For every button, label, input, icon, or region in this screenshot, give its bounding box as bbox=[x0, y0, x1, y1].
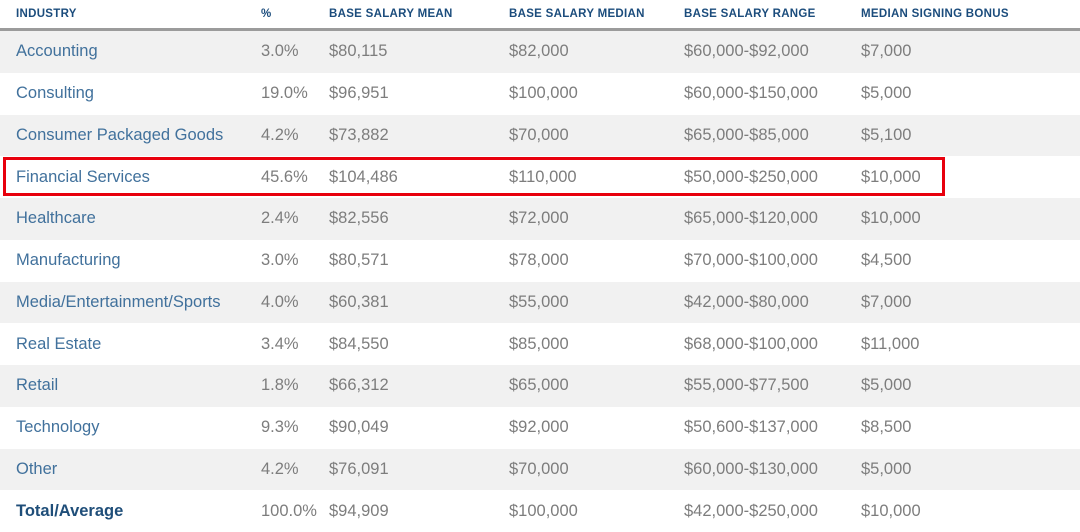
industry-cell[interactable]: Retail bbox=[16, 376, 59, 395]
median-signing-bonus-cell: $11,000 bbox=[861, 334, 920, 353]
median-signing-bonus-cell: $4,500 bbox=[861, 251, 912, 270]
percent-cell: 100.0% bbox=[261, 501, 317, 520]
table-row: Healthcare 2.4% $82,556 $72,000 $65,000-… bbox=[0, 198, 1080, 240]
base-salary-median-cell: $70,000 bbox=[509, 459, 569, 478]
base-salary-mean-cell: $73,882 bbox=[329, 125, 389, 144]
base-salary-mean-cell: $84,550 bbox=[329, 334, 389, 353]
base-salary-median-cell: $92,000 bbox=[509, 418, 569, 437]
column-header-percent: % bbox=[261, 8, 272, 20]
industry-cell[interactable]: Healthcare bbox=[16, 209, 96, 228]
column-header-industry: INDUSTRY bbox=[16, 8, 77, 20]
percent-cell: 9.3% bbox=[261, 418, 299, 437]
base-salary-range-cell: $70,000-$100,000 bbox=[684, 251, 818, 270]
base-salary-range-cell: $50,000-$250,000 bbox=[684, 167, 818, 186]
table-row: Retail 1.8% $66,312 $65,000 $55,000-$77,… bbox=[0, 365, 1080, 407]
median-signing-bonus-cell: $5,000 bbox=[861, 84, 912, 103]
table-row: Real Estate 3.4% $84,550 $85,000 $68,000… bbox=[0, 323, 1080, 365]
percent-cell: 4.0% bbox=[261, 292, 299, 311]
table-row: Consumer Packaged Goods 4.2% $73,882 $70… bbox=[0, 114, 1080, 157]
column-header-base-salary-range: BASE SALARY RANGE bbox=[684, 8, 816, 20]
median-signing-bonus-cell: $5,000 bbox=[861, 376, 912, 395]
base-salary-median-cell: $78,000 bbox=[509, 251, 569, 270]
base-salary-mean-cell: $104,486 bbox=[329, 167, 398, 186]
median-signing-bonus-cell: $7,000 bbox=[861, 42, 912, 61]
base-salary-range-cell: $60,000-$150,000 bbox=[684, 84, 818, 103]
table-row: Total/Average 100.0% $94,909 $100,000 $4… bbox=[0, 490, 1080, 532]
industry-cell[interactable]: Financial Services bbox=[16, 167, 150, 186]
base-salary-median-cell: $55,000 bbox=[509, 292, 569, 311]
median-signing-bonus-cell: $10,000 bbox=[861, 501, 921, 520]
median-signing-bonus-cell: $5,100 bbox=[861, 125, 912, 144]
base-salary-median-cell: $82,000 bbox=[509, 42, 569, 61]
base-salary-mean-cell: $82,556 bbox=[329, 209, 389, 228]
base-salary-mean-cell: $80,571 bbox=[329, 251, 389, 270]
base-salary-mean-cell: $66,312 bbox=[329, 376, 389, 395]
base-salary-range-cell: $50,600-$137,000 bbox=[684, 418, 818, 437]
percent-cell: 19.0% bbox=[261, 84, 308, 103]
base-salary-range-cell: $55,000-$77,500 bbox=[684, 376, 809, 395]
base-salary-mean-cell: $60,381 bbox=[329, 292, 389, 311]
industry-cell[interactable]: Technology bbox=[16, 418, 100, 437]
column-header-median-signing-bonus: MEDIAN SIGNING BONUS bbox=[861, 8, 1009, 20]
base-salary-median-cell: $100,000 bbox=[509, 84, 578, 103]
industry-cell[interactable]: Real Estate bbox=[16, 334, 102, 353]
median-signing-bonus-cell: $5,000 bbox=[861, 459, 912, 478]
table-row: Manufacturing 3.0% $80,571 $78,000 $70,0… bbox=[0, 239, 1080, 282]
table-row: Technology 9.3% $90,049 $92,000 $50,600-… bbox=[0, 406, 1080, 449]
base-salary-mean-cell: $96,951 bbox=[329, 84, 389, 103]
industry-cell[interactable]: Other bbox=[16, 459, 58, 478]
median-signing-bonus-cell: $10,000 bbox=[861, 167, 921, 186]
industry-cell[interactable]: Consulting bbox=[16, 84, 94, 103]
base-salary-mean-cell: $94,909 bbox=[329, 501, 389, 520]
percent-cell: 4.2% bbox=[261, 125, 299, 144]
table-row: Consulting 19.0% $96,951 $100,000 $60,00… bbox=[0, 72, 1080, 115]
table-row: Media/Entertainment/Sports 4.0% $60,381 … bbox=[0, 281, 1080, 324]
base-salary-mean-cell: $76,091 bbox=[329, 459, 389, 478]
base-salary-median-cell: $65,000 bbox=[509, 376, 569, 395]
industry-cell[interactable]: Consumer Packaged Goods bbox=[16, 125, 224, 144]
industry-cell: Total/Average bbox=[16, 501, 124, 520]
industry-cell[interactable]: Manufacturing bbox=[16, 251, 121, 270]
base-salary-median-cell: $72,000 bbox=[509, 209, 569, 228]
table-row: Other 4.2% $76,091 $70,000 $60,000-$130,… bbox=[0, 448, 1080, 491]
base-salary-range-cell: $60,000-$130,000 bbox=[684, 459, 818, 478]
column-header-base-salary-median: BASE SALARY MEDIAN bbox=[509, 8, 645, 20]
base-salary-median-cell: $100,000 bbox=[509, 501, 578, 520]
base-salary-median-cell: $85,000 bbox=[509, 334, 569, 353]
base-salary-range-cell: $42,000-$80,000 bbox=[684, 292, 809, 311]
base-salary-mean-cell: $80,115 bbox=[329, 42, 388, 61]
base-salary-range-cell: $60,000-$92,000 bbox=[684, 42, 809, 61]
percent-cell: 3.0% bbox=[261, 251, 299, 270]
base-salary-range-cell: $42,000-$250,000 bbox=[684, 501, 818, 520]
base-salary-median-cell: $70,000 bbox=[509, 125, 569, 144]
table-body: Accounting 3.0% $80,115 $82,000 $60,000-… bbox=[0, 31, 1080, 532]
median-signing-bonus-cell: $7,000 bbox=[861, 292, 912, 311]
percent-cell: 45.6% bbox=[261, 167, 308, 186]
percent-cell: 1.8% bbox=[261, 376, 299, 395]
percent-cell: 4.2% bbox=[261, 459, 299, 478]
industry-cell[interactable]: Media/Entertainment/Sports bbox=[16, 292, 221, 311]
base-salary-range-cell: $68,000-$100,000 bbox=[684, 334, 818, 353]
base-salary-mean-cell: $90,049 bbox=[329, 418, 389, 437]
column-header-base-salary-mean: BASE SALARY MEAN bbox=[329, 8, 453, 20]
percent-cell: 2.4% bbox=[261, 209, 299, 228]
table-row: Accounting 3.0% $80,115 $82,000 $60,000-… bbox=[0, 31, 1080, 73]
table-header: INDUSTRY % BASE SALARY MEAN BASE SALARY … bbox=[0, 0, 1080, 31]
industry-cell[interactable]: Accounting bbox=[16, 42, 98, 61]
base-salary-median-cell: $110,000 bbox=[509, 167, 577, 186]
median-signing-bonus-cell: $8,500 bbox=[861, 418, 912, 437]
base-salary-range-cell: $65,000-$85,000 bbox=[684, 125, 809, 144]
percent-cell: 3.4% bbox=[261, 334, 299, 353]
percent-cell: 3.0% bbox=[261, 42, 299, 61]
base-salary-range-cell: $65,000-$120,000 bbox=[684, 209, 818, 228]
table-row-highlighted: Financial Services 45.6% $104,486 $110,0… bbox=[0, 156, 1080, 198]
median-signing-bonus-cell: $10,000 bbox=[861, 209, 921, 228]
